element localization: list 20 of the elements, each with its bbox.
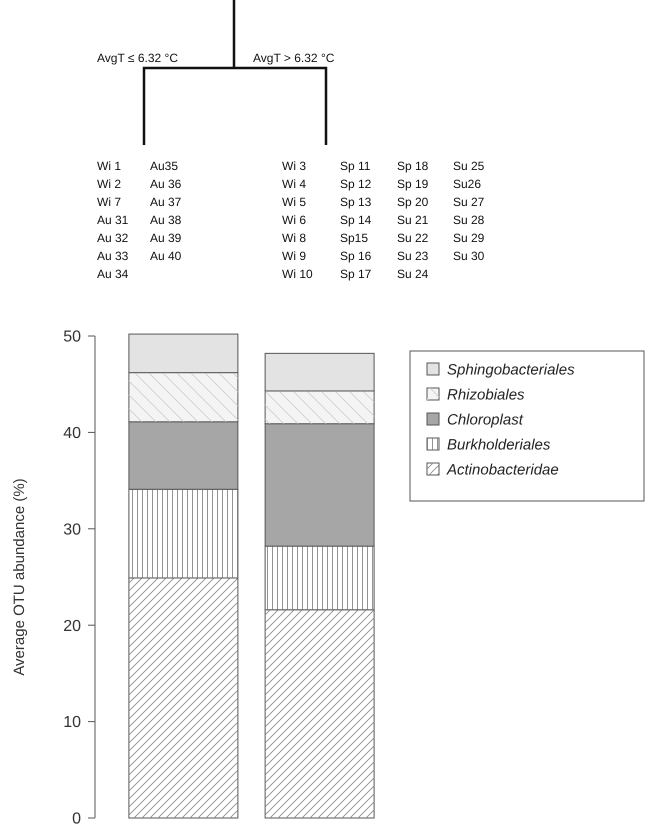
legend-label: Chloroplast [447, 411, 524, 428]
text: Su 25 Su26 Su 27 Su 28 Su 29 Su 30 [453, 159, 485, 263]
y-tick-label: 20 [63, 618, 82, 635]
legend-label: Sphingobacteriales [447, 361, 576, 378]
y-tick-label: 30 [63, 521, 82, 538]
legend-label: Rhizobiales [447, 386, 526, 404]
text: Sp 18 Sp 19 Sp 20 Su 21 Su 22 Su 23 Su 24 [397, 159, 429, 281]
text: AvgT ≤ 6.32 °C [97, 51, 178, 65]
text: Sp 11 Sp 12 Sp 13 Sp 14 Sp15 Sp 16 Sp 17 [340, 159, 372, 281]
y-axis-title: Average OTU abundance (%) [11, 478, 28, 676]
y-tick-label: 10 [63, 714, 82, 732]
y-tick-label: 0 [72, 810, 82, 828]
legend-label: Burkholderiales [447, 436, 551, 454]
y-tick-label: 50 [63, 328, 82, 346]
legend-label: Actinobacteridae [446, 461, 559, 478]
text: Au35 Au 36 Au 37 Au 38 Au 39 Au 40 [150, 159, 182, 263]
text: Wi 3 Wi 4 Wi 5 Wi 6 Wi 8 Wi 9 Wi 10 [282, 159, 313, 281]
text: Wi 1 Wi 2 Wi 7 Au 31 Au 32 Au 33 Au 34 [97, 159, 129, 281]
text: AvgT > 6.32 °C [253, 51, 335, 65]
y-tick-label: 40 [63, 425, 82, 442]
